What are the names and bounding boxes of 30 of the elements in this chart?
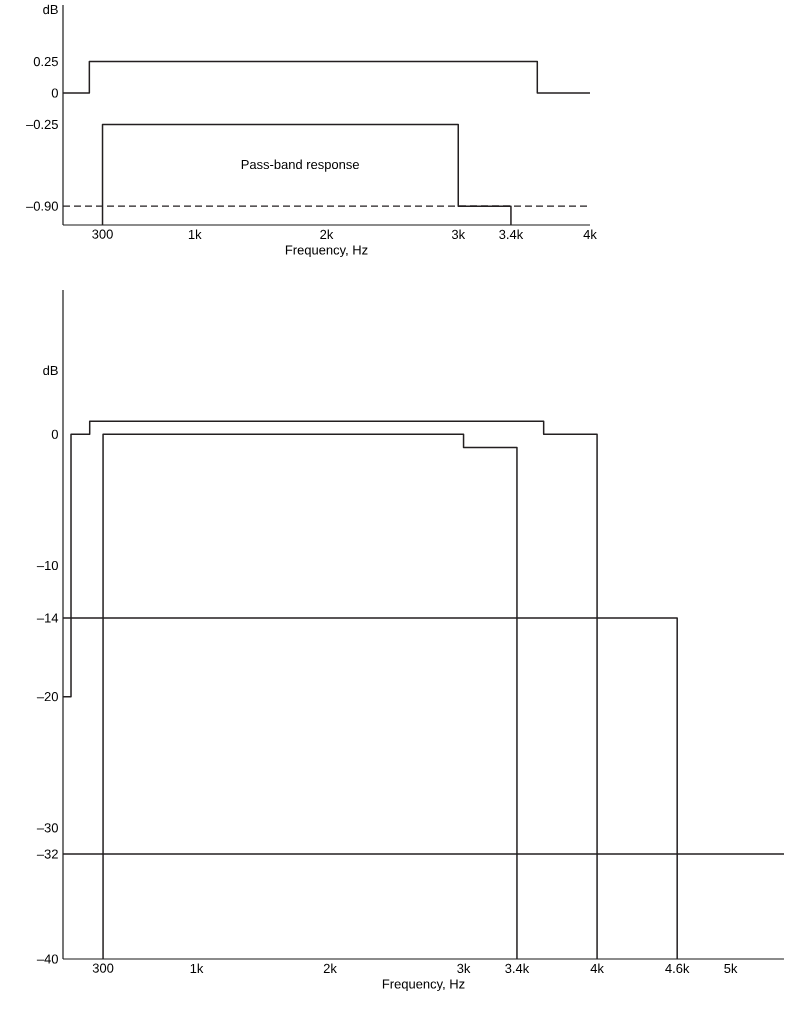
x-axis-title: Frequency, Hz <box>286 245 368 258</box>
x-tick-label: 3.4k <box>505 963 530 974</box>
x-tick-label: 1k <box>190 963 204 973</box>
x-tick-label: 4.6k <box>665 963 690 974</box>
x-axis-title: Frequency, Hz <box>383 979 465 992</box>
y-axis-title: dB <box>43 4 58 15</box>
x-tick-label: 300 <box>92 229 113 239</box>
y-tick-label: –10 <box>37 560 59 571</box>
x-tick-label: 3.4k <box>499 229 524 240</box>
y-tick-label: 0.25 <box>33 56 59 67</box>
y-tick-label: –32 <box>37 849 58 859</box>
y-tick-label: 0 <box>51 429 59 439</box>
x-tick-label: 3k <box>452 229 466 240</box>
y-tick-label: –14 <box>37 613 59 623</box>
y-tick-label: –30 <box>37 823 59 833</box>
y-axis-title: dB <box>43 365 58 376</box>
x-tick-label: 2k <box>323 963 338 973</box>
annotation: Pass-band response <box>241 159 360 172</box>
y-tick-label: –0.90 <box>26 201 59 211</box>
x-tick-label: 3k <box>457 963 471 974</box>
x-tick-label: 4k <box>590 963 605 973</box>
y-tick-label: –40 <box>37 954 59 964</box>
y-tick-label: –0.25 <box>26 119 59 129</box>
x-tick-label: 5k <box>724 963 738 974</box>
x-tick-label: 2k <box>320 229 334 239</box>
y-tick-label: –20 <box>37 692 59 702</box>
x-tick-label: 300 <box>92 963 114 973</box>
x-tick-label: 4k <box>583 229 597 239</box>
y-tick-label: 0 <box>51 88 59 98</box>
x-tick-label: 1k <box>189 229 202 239</box>
